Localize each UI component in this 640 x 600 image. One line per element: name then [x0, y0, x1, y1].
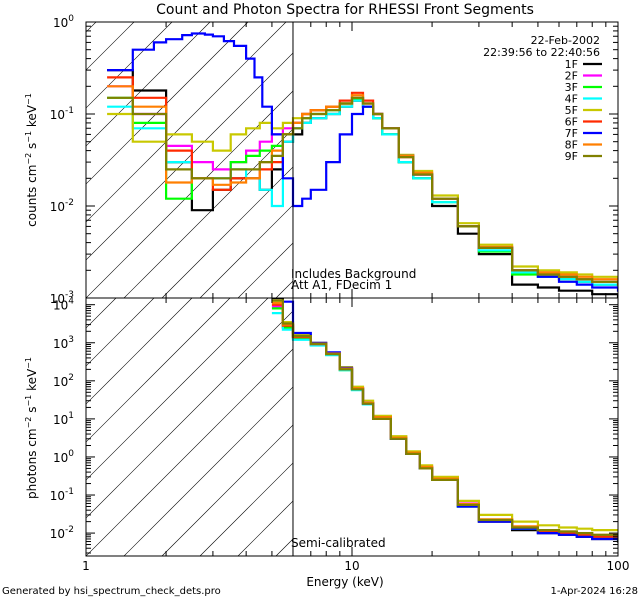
legend-label-3F: 3F: [565, 81, 578, 94]
chart-title: Count and Photon Spectra for RHESSI Fron…: [156, 2, 534, 18]
legend-label-1F: 1F: [565, 58, 578, 71]
y-tick-label: 10-1: [50, 487, 74, 503]
y-tick-label: 101: [53, 411, 74, 427]
y-tick-label: 100: [53, 449, 74, 465]
y-tick-label: 10-2: [50, 198, 74, 214]
hatch-line: [86, 298, 155, 367]
hatch-line: [86, 22, 249, 185]
hatch-line: [86, 22, 211, 147]
hatch-line: [86, 22, 97, 33]
hatch-line: [617, 297, 618, 298]
attenuator-note: Att A1, FDecim 1: [291, 278, 392, 292]
hatch-line: [86, 22, 325, 261]
hatch-line: [86, 298, 269, 481]
hatch-line: [0, 298, 2, 556]
legend-label-8F: 8F: [565, 139, 578, 152]
counts-y-label: counts cm−2 s−1 keV−1: [24, 93, 39, 227]
legend-label-5F: 5F: [565, 104, 578, 117]
time-range-label: 22:39:56 to 22:40:56: [483, 46, 600, 59]
legend-label-7F: 7F: [565, 127, 578, 140]
hatch-line: [86, 298, 307, 519]
photons-axes: 104 103 102 101 100 10-1 10-2: [50, 297, 619, 556]
hatch-line: [86, 22, 287, 223]
legend-label-9F: 9F: [565, 150, 578, 163]
y-tick-label: 10-3: [50, 290, 74, 306]
hatch-line: [617, 555, 618, 556]
photons-y-label: photons cm−2 s−1 keV−1: [24, 357, 39, 499]
y-tick-label: 10-1: [50, 106, 74, 122]
y-tick-label: 10-2: [50, 525, 74, 541]
photons-series-group: [271, 298, 618, 543]
semi-calibrated-note: Semi-calibrated: [291, 536, 386, 550]
hatch-line: [86, 22, 135, 71]
hatch-line: [86, 298, 231, 443]
background-note: Includes Background: [291, 267, 416, 281]
series-counts-9F: [107, 96, 618, 286]
hatch-line: [0, 22, 20, 298]
y-tick-label: 102: [53, 373, 74, 389]
counts-series-group: [107, 32, 618, 298]
date-label: 22-Feb-2002: [531, 34, 600, 47]
legend-label-4F: 4F: [565, 93, 578, 106]
hatch-mask: [292, 298, 618, 556]
hatched-region-photons: [0, 298, 618, 556]
x-tick-label: 1: [82, 559, 90, 573]
x-tick-label: 100: [607, 559, 630, 573]
y-tick-label: 100: [53, 14, 74, 30]
footer-generated: Generated by hsi_spectrum_check_dets.pro: [2, 586, 221, 597]
y-tick-label: 103: [53, 335, 74, 351]
hatch-line: [86, 298, 193, 405]
footer-timestamp: 1-Apr-2024 16:28: [551, 586, 638, 597]
counts-axes: 100 10-1 10-2 10-3: [50, 14, 619, 306]
hatch-line: [0, 298, 40, 556]
hatch-line: [86, 22, 173, 109]
legend-label-6F: 6F: [565, 116, 578, 129]
legend-label-2F: 2F: [565, 70, 578, 83]
hatched-region-counts: [0, 22, 618, 298]
series-photons-9F: [271, 299, 618, 536]
x-tick-label: 10: [344, 559, 359, 573]
energy-axis: 1 10 100: [82, 559, 629, 573]
y-tick-label: 104: [53, 297, 74, 313]
x-axis-label: Energy (keV): [306, 575, 383, 589]
hatch-mask: [292, 22, 618, 298]
